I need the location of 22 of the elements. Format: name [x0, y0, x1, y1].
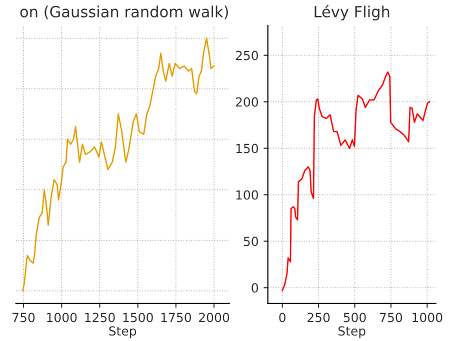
x-tick-label: 750	[380, 312, 402, 322]
x-tick-label: 750	[12, 312, 35, 322]
y-tick-label: 0	[252, 283, 258, 293]
y-tick-label: 250	[236, 50, 258, 60]
chart-title: on (Gaussian random walk)	[20, 6, 228, 20]
x-tick-label: 1750	[161, 312, 191, 322]
x-tick-label: 250	[308, 312, 330, 322]
y-tick-label: 200	[236, 97, 258, 107]
x-tick-label: 1000	[47, 312, 77, 322]
x-tick-label: 1500	[123, 312, 153, 322]
y-tick-label: 150	[236, 144, 258, 154]
x-tick-label: 500	[344, 312, 366, 322]
x-tick-label: 0	[279, 312, 286, 322]
x-tick-label: 2000	[199, 312, 230, 322]
x-axis-title: Step	[109, 326, 136, 338]
chart-title: Lévy Fligh	[314, 5, 390, 20]
x-axis-title: Step	[338, 326, 366, 338]
x-tick-label: 1250	[85, 312, 115, 322]
y-tick-label: 100	[236, 190, 258, 200]
line-series	[282, 71, 430, 292]
y-tick-label: 50	[244, 236, 258, 246]
x-tick-label: 1000	[412, 312, 442, 322]
